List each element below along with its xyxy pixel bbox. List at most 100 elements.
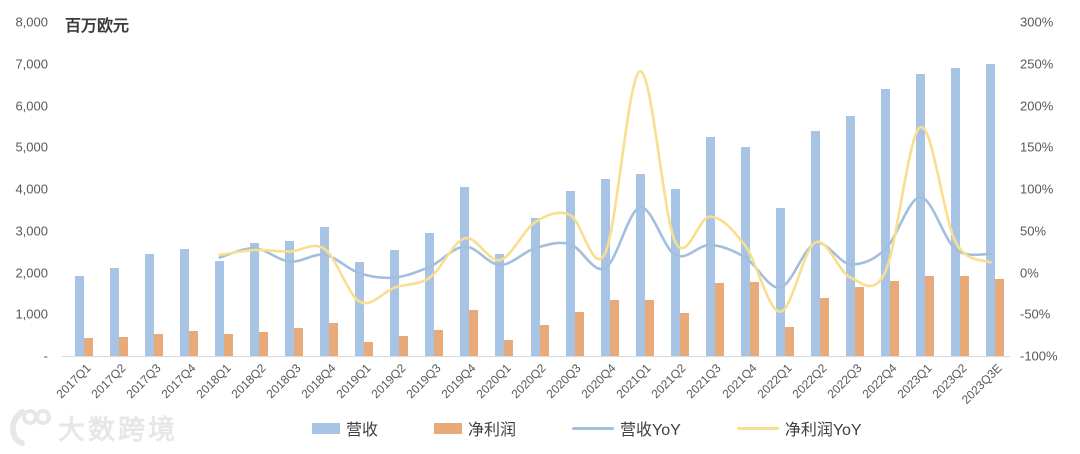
bar-net-profit <box>714 282 724 356</box>
x-axis-tick-label: 2020Q4 <box>578 361 619 402</box>
bar-net-profit <box>399 336 409 356</box>
bar-net-profit <box>819 297 829 356</box>
bar-net-profit <box>994 278 1004 356</box>
y-axis-left-tick-label: 1,000 <box>15 306 48 322</box>
y-axis-left-tick-label: - <box>43 348 48 364</box>
x-axis-line <box>62 356 1010 357</box>
bar-revenue <box>145 254 155 356</box>
legend-item-revenue: 营收 <box>312 416 378 440</box>
x-axis-tick-label: 2020Q3 <box>543 361 584 402</box>
legend: 营收 净利润 营收YoY 净利润YoY <box>312 416 862 440</box>
x-axis-tick-label: 2019Q3 <box>403 361 444 402</box>
bar-net-profit <box>854 287 864 356</box>
bar-revenue <box>670 189 680 356</box>
bar-revenue <box>880 88 890 356</box>
bar-revenue <box>425 232 435 356</box>
x-axis-tick-label: 2021Q4 <box>719 361 760 402</box>
bar-net-profit <box>329 323 339 356</box>
x-axis-tick-label: 2021Q1 <box>613 361 655 402</box>
x-axis-tick-label: 2017Q2 <box>88 361 129 402</box>
x-axis-tick-label: 2018Q4 <box>298 361 339 402</box>
x-axis-tick-label: 2017Q1 <box>53 361 94 402</box>
x-axis-tick-label: 2021Q3 <box>683 361 725 402</box>
y-axis-left-tick-label: 2,000 <box>15 265 48 280</box>
bar-net-profit <box>644 300 654 356</box>
y-axis-right-tick-label: 150% <box>1020 139 1054 155</box>
bar-revenue <box>740 147 750 356</box>
bar-net-profit <box>609 299 619 356</box>
bar-revenue <box>495 253 505 356</box>
bar-net-profit <box>224 334 234 356</box>
bar-revenue <box>705 136 715 356</box>
bar-revenue <box>180 249 190 356</box>
legend-label-revenue-yoy: 营收YoY <box>620 422 681 439</box>
legend-swatch-net-profit-yoy <box>736 426 779 430</box>
bar-net-profit <box>679 312 689 356</box>
legend-swatch-net-profit <box>434 422 463 434</box>
bar-net-profit <box>259 332 269 356</box>
legend-swatch-revenue-yoy <box>572 426 615 430</box>
x-axis-tick-label: 2022Q1 <box>754 361 795 402</box>
bar-revenue <box>775 207 785 356</box>
bar-revenue <box>985 63 995 356</box>
bar-revenue <box>810 130 820 356</box>
bar-net-profit <box>784 326 794 356</box>
bar-revenue <box>950 67 960 356</box>
bar-net-profit <box>469 310 479 356</box>
x-axis-tick-label: 2022Q2 <box>789 361 830 402</box>
bar-revenue <box>635 174 645 356</box>
bar-revenue <box>320 226 330 356</box>
bar-net-profit <box>364 341 374 356</box>
x-axis-tick-label: 2023Q1 <box>894 361 935 402</box>
bar-revenue <box>285 241 295 356</box>
x-axis-tick-label: 2022Q4 <box>859 361 900 402</box>
y-axis-right-tick-label: 100% <box>1020 181 1054 197</box>
y-axis-left-tick-label: 6,000 <box>15 98 48 113</box>
y-axis-right-tick-label: 300% <box>1020 14 1054 30</box>
bar-revenue <box>530 218 540 356</box>
y-axis-left-tick-label: 4,000 <box>15 181 48 197</box>
watermark: 大数跨境 <box>6 406 178 448</box>
bar-net-profit <box>749 281 759 356</box>
bar-net-profit <box>574 312 584 356</box>
bar-revenue <box>845 115 855 356</box>
bar-net-profit <box>504 339 514 356</box>
y-axis-right-tick-label: 0% <box>1020 265 1039 280</box>
x-axis-tick-label: 2018Q2 <box>228 361 269 402</box>
bar-revenue <box>75 275 85 356</box>
legend-item-net-profit: 净利润 <box>434 416 516 440</box>
bar-revenue <box>600 178 610 356</box>
y-axis-right-tick-label: 50% <box>1020 223 1047 239</box>
bar-net-profit <box>154 333 164 356</box>
bar-net-profit <box>189 330 199 356</box>
legend-label-net-profit: 净利润 <box>468 422 517 439</box>
legend-item-revenue-yoy: 营收YoY <box>572 416 681 440</box>
x-axis-tick-label: 2019Q4 <box>438 361 479 402</box>
bar-net-profit <box>959 275 969 356</box>
legend-swatch-revenue <box>312 422 340 434</box>
bar-revenue <box>215 261 225 356</box>
x-axis-tick-label: 2020Q2 <box>508 361 549 402</box>
bar-net-profit <box>889 280 899 356</box>
y-axis-right-tick-label: 200% <box>1020 98 1054 113</box>
y-axis-right-tick-label: -100% <box>1020 348 1058 364</box>
bar-revenue <box>390 249 400 356</box>
x-axis-tick-label: 2017Q4 <box>158 361 199 402</box>
y-axis-right-tick-label: 250% <box>1020 56 1054 72</box>
x-axis-tick-label: 2017Q3 <box>123 361 164 402</box>
bar-revenue <box>915 74 925 356</box>
bar-net-profit <box>539 324 549 356</box>
x-axis-tick-label: 2018Q1 <box>193 361 234 402</box>
bar-net-profit <box>294 328 304 356</box>
bar-revenue <box>460 186 470 356</box>
y-axis-left-tick-label: 3,000 <box>15 223 48 239</box>
watermark-text: 大数跨境 <box>58 414 178 445</box>
x-axis-tick-label: 2019Q1 <box>333 361 374 402</box>
bar-revenue <box>250 243 260 356</box>
legend-label-net-profit-yoy: 净利润YoY <box>784 422 862 439</box>
left-axis-unit-label: 百万欧元 <box>65 18 130 35</box>
bar-revenue <box>355 262 365 356</box>
watermark-logo <box>9 409 51 446</box>
bar-revenue <box>565 191 575 356</box>
